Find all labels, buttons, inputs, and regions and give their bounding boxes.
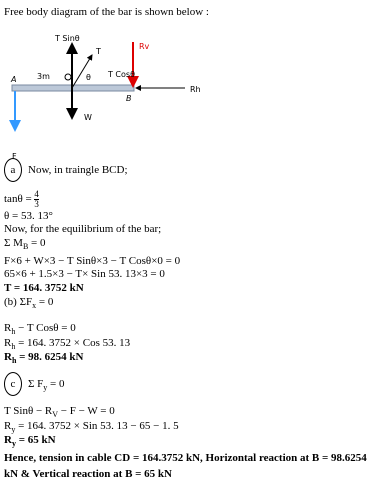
sub: h (11, 342, 16, 352)
label: Rh (190, 85, 201, 94)
label: T (95, 47, 101, 56)
text: = 0 (28, 237, 46, 249)
sub: B (22, 242, 29, 252)
equation: Σ MB = 0 (4, 237, 46, 251)
text: − T Cosθ = 0 (15, 322, 76, 334)
part-a-heading: a Now, in traingle BCD; (4, 158, 128, 182)
marker: c (4, 372, 22, 396)
intro: Free body diagram of the bar is shown be… (4, 6, 209, 18)
text: Σ M (4, 237, 23, 249)
result: T = 164. 3752 kN (4, 282, 84, 294)
text: = 0 (36, 296, 54, 308)
equation: F×6 + W×3 − T Sinθ×3 − T Cosθ×0 = 0 (4, 255, 181, 267)
marker: (b) (4, 296, 17, 308)
label: B (126, 94, 132, 103)
text: = 164. 3752 × Sin 53. 13 − 65 − 1. 5 (15, 420, 179, 432)
label: 3m (37, 72, 50, 81)
label: F (12, 152, 17, 161)
equation: (b) ΣFx = 0 (4, 296, 53, 310)
sub: y (11, 439, 16, 449)
marker: a (4, 158, 22, 182)
label: θ (86, 73, 91, 82)
sub: x (32, 301, 37, 311)
text: R (4, 337, 12, 349)
equation: Ry = 164. 3752 × Sin 53. 13 − 65 − 1. 5 (4, 420, 179, 434)
text: R (4, 351, 12, 363)
text: R (4, 420, 12, 432)
text: = 65 kN (15, 434, 56, 446)
equation: T Sinθ − RV − F − W = 0 (4, 405, 115, 419)
equation: θ = 53. 13° (4, 210, 53, 222)
numerator: 4 (34, 189, 39, 200)
text: T Sinθ − R (4, 405, 53, 417)
label: A (10, 75, 16, 84)
text: = 98. 6254 kN (16, 351, 84, 363)
label: T Sinθ (54, 34, 80, 43)
denominator: 3 (34, 199, 39, 209)
equation: Rh − T Cosθ = 0 (4, 322, 76, 336)
text: R (4, 434, 12, 446)
sub: y (11, 425, 16, 435)
sub: y (43, 383, 48, 393)
part-c-heading: c Σ Fy = 0 (4, 372, 65, 396)
result: Rh = 98. 6254 kN (4, 351, 84, 365)
free-body-diagram: T Sinθ T Rv 3m A θ T Cosθ Rh B W F (9, 34, 201, 161)
text: Now, for the equilibrium of the bar; (4, 223, 162, 235)
equation: Rh = 164. 3752 × Cos 53. 13 (4, 337, 130, 351)
sub: h (11, 356, 17, 366)
label: Rv (139, 42, 150, 51)
text: tanθ = (4, 193, 35, 206)
t-arrow (71, 54, 93, 89)
label: T Cosθ (107, 70, 135, 79)
text: − F − W = 0 (58, 405, 115, 417)
text: ΣF (19, 296, 33, 308)
point-c (64, 73, 72, 81)
sub: V (52, 410, 59, 420)
text: = 0 (47, 378, 65, 390)
text: Now, in traingle BCD; (28, 164, 128, 176)
result: Ry = 65 kN (4, 434, 56, 448)
conclusion: Hence, tension in cable CD = 164.3752 kN… (4, 452, 367, 480)
equation: 65×6 + 1.5×3 − T× Sin 53. 13×3 = 0 (4, 268, 165, 280)
text: Σ F (28, 378, 44, 390)
text: R (4, 322, 12, 334)
sub: h (11, 327, 16, 337)
text: = 164. 3752 × Cos 53. 13 (15, 337, 131, 349)
label: W (84, 113, 92, 122)
